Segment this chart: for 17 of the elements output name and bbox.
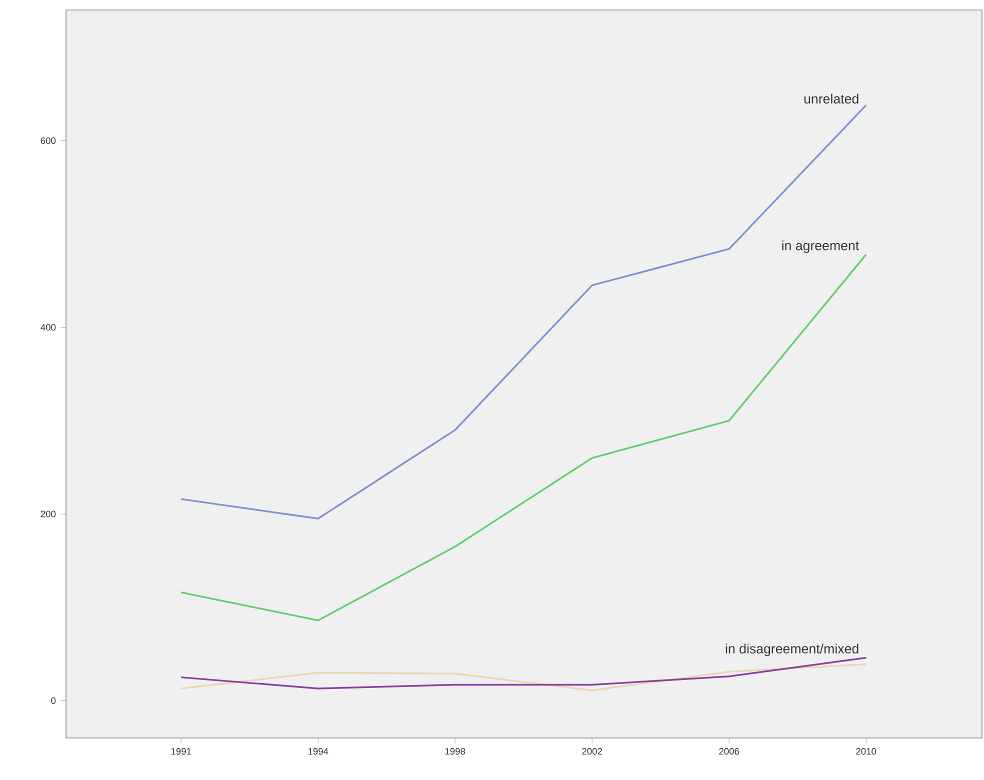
line-series [180,656,867,690]
x-tick-label: 1991 [171,748,191,755]
line-series [180,663,867,692]
y-tick-label: 200 [40,510,56,518]
y-tick-label: 600 [40,137,56,144]
line-series [180,104,867,520]
x-tick-label: 2002 [582,748,602,755]
line-series [180,254,867,622]
x-tick-label: 1994 [308,748,328,755]
x-tick-label: 1998 [445,748,466,755]
series-label: unrelated [804,94,858,104]
x-tick-label: 2010 [856,748,876,755]
y-tick-label: 400 [40,324,56,331]
series-label: in agreement [782,240,860,253]
y-tick-label: 0 [51,697,56,704]
series-label: in disagreement/mixed [726,644,858,656]
x-tick-label: 2006 [719,748,740,755]
